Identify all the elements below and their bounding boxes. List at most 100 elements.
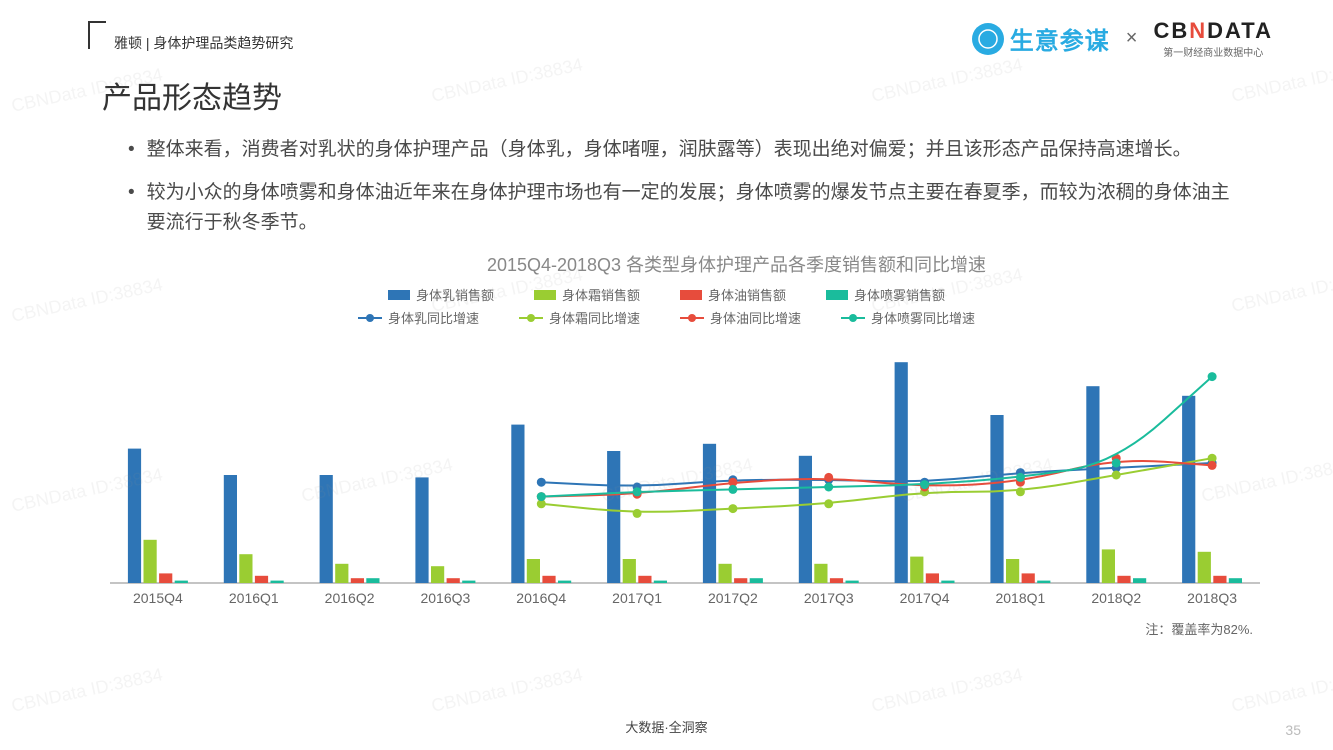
bar-body_spray <box>750 579 763 584</box>
legend-swatch <box>680 290 702 300</box>
bar-body_lotion <box>320 475 333 583</box>
legend-row-lines: 身体乳同比增速 身体霜同比增速 身体油同比增速 身体喷雾同比增速 <box>358 308 975 327</box>
chart-title: 2015Q4-2018Q3 各类型身体护理产品各季度销售额和同比增速 <box>0 251 1333 277</box>
x-axis-label: 2015Q4 <box>133 590 183 606</box>
line-body_spray <box>541 377 1212 497</box>
line-point-body_spray <box>728 485 737 494</box>
bar-body_oil <box>638 576 651 583</box>
page-title: 产品形态趋势 <box>0 67 1333 135</box>
bullet-text: 较为小众的身体喷雾和身体油近年来在身体护理市场也有一定的发展；身体喷雾的爆发节点… <box>147 178 1233 237</box>
bracket-icon <box>88 21 106 49</box>
bar-body_oil <box>1022 574 1035 584</box>
watermark: CBNData ID:38834 <box>430 664 585 717</box>
bar-body_spray <box>1133 579 1146 584</box>
header-logos: 生意参谋 × CBNDATA 第一财经商业数据中心 <box>972 18 1273 59</box>
x-axis-label: 2016Q2 <box>325 590 375 606</box>
bar-body_lotion <box>415 478 428 584</box>
combo-chart: 2015Q42016Q12016Q22016Q32016Q42017Q12017… <box>100 333 1270 613</box>
bar-body_spray <box>558 581 571 583</box>
legend-line-swatch <box>841 317 865 319</box>
compass-icon <box>972 23 1004 55</box>
bar-body_spray <box>366 579 379 584</box>
bar-body_spray <box>271 581 284 583</box>
bar-body_lotion <box>1182 396 1195 583</box>
legend-item-bar: 身体乳销售额 <box>388 285 494 304</box>
bullet-dot: • <box>128 135 135 164</box>
x-axis-label: 2017Q4 <box>900 590 950 606</box>
breadcrumb: 雅顿 | 身体护理品类趋势研究 <box>114 33 293 53</box>
watermark: CBNData ID:38834 <box>1230 664 1333 717</box>
x-axis-label: 2017Q2 <box>708 590 758 606</box>
bar-body_spray <box>941 581 954 583</box>
line-point-body_spray <box>1208 372 1217 381</box>
cross-icon: × <box>1126 27 1138 50</box>
legend-item-bar: 身体油销售额 <box>680 285 786 304</box>
x-axis-label: 2016Q1 <box>229 590 279 606</box>
bar-body_lotion <box>1086 387 1099 584</box>
bar-body_spray <box>175 581 188 583</box>
logo-cbn-sub: 第一财经商业数据中心 <box>1163 44 1263 59</box>
bar-body_lotion <box>703 444 716 583</box>
bar-body_spray <box>462 581 475 583</box>
bar-body_cream <box>719 564 732 583</box>
bar-body_lotion <box>224 475 237 583</box>
bar-body_lotion <box>607 451 620 583</box>
bullet-item: • 整体来看，消费者对乳状的身体护理产品（身体乳，身体啫喱，润肤露等）表现出绝对偏… <box>128 135 1233 164</box>
bar-body_oil <box>926 574 939 584</box>
line-point-body_cream <box>633 509 642 518</box>
cbn-post: DATA <box>1207 18 1273 43</box>
line-point-body_cream <box>824 500 833 509</box>
bar-body_spray <box>1229 579 1242 584</box>
line-point-body_cream <box>1016 488 1025 497</box>
bar-body_cream <box>1102 550 1115 584</box>
watermark: CBNData ID:38834 <box>10 664 165 717</box>
legend-row-bars: 身体乳销售额 身体霜销售额 身体油销售额 身体喷雾销售额 <box>388 285 945 304</box>
bar-body_cream <box>431 567 444 584</box>
line-point-body_spray <box>1016 473 1025 482</box>
footer-text: 大数据·全洞察 <box>0 717 1333 736</box>
legend-item-bar: 身体霜销售额 <box>534 285 640 304</box>
bar-body_oil <box>351 579 364 584</box>
legend-item-line: 身体喷雾同比增速 <box>841 308 975 327</box>
legend-line-swatch <box>358 317 382 319</box>
breadcrumb-wrap: 雅顿 | 身体护理品类趋势研究 <box>88 25 293 53</box>
logo-shengyi: 生意参谋 <box>972 21 1110 56</box>
logo-cbn-main: CBNDATA <box>1153 18 1273 44</box>
bar-body_cream <box>1198 552 1211 583</box>
bar-body_cream <box>1006 559 1019 583</box>
legend-line-swatch <box>680 317 704 319</box>
line-point-body_cream <box>728 504 737 513</box>
bar-body_lotion <box>990 415 1003 583</box>
chart-legend: 身体乳销售额 身体霜销售额 身体油销售额 身体喷雾销售额 身体乳同比增速 身体霜同比增速… <box>0 285 1333 327</box>
x-axis-label: 2017Q1 <box>612 590 662 606</box>
x-axis-label: 2018Q1 <box>995 590 1045 606</box>
bar-body_cream <box>910 557 923 583</box>
legend-label: 身体油同比增速 <box>710 308 801 327</box>
chart-area: 2015Q42016Q12016Q22016Q32016Q42017Q12017… <box>100 333 1270 613</box>
bar-body_lotion <box>799 456 812 583</box>
cbn-x: N <box>1189 18 1207 43</box>
legend-item-line: 身体油同比增速 <box>680 308 801 327</box>
bar-body_spray <box>654 581 667 583</box>
legend-label: 身体霜同比增速 <box>549 308 640 327</box>
bar-body_oil <box>734 579 747 584</box>
bar-body_cream <box>623 559 636 583</box>
line-point-body_spray <box>824 483 833 492</box>
bar-body_spray <box>846 581 859 583</box>
legend-label: 身体乳同比增速 <box>388 308 479 327</box>
legend-label: 身体喷雾销售额 <box>854 285 945 304</box>
bullet-list: • 整体来看，消费者对乳状的身体护理产品（身体乳，身体啫喱，润肤露等）表现出绝对偏… <box>0 135 1333 237</box>
x-axis-label: 2018Q3 <box>1187 590 1237 606</box>
cbn-pre: CB <box>1153 18 1189 43</box>
x-axis-label: 2018Q2 <box>1091 590 1141 606</box>
bar-body_cream <box>335 564 348 583</box>
legend-item-line: 身体乳同比增速 <box>358 308 479 327</box>
bullet-dot: • <box>128 178 135 237</box>
bar-body_oil <box>255 576 268 583</box>
line-point-body_spray <box>1112 459 1121 468</box>
legend-label: 身体乳销售额 <box>416 285 494 304</box>
line-point-body_spray <box>633 488 642 497</box>
bar-body_oil <box>1213 576 1226 583</box>
legend-swatch <box>826 290 848 300</box>
bullet-text: 整体来看，消费者对乳状的身体护理产品（身体乳，身体啫喱，润肤露等）表现出绝对偏爱… <box>147 135 1192 164</box>
